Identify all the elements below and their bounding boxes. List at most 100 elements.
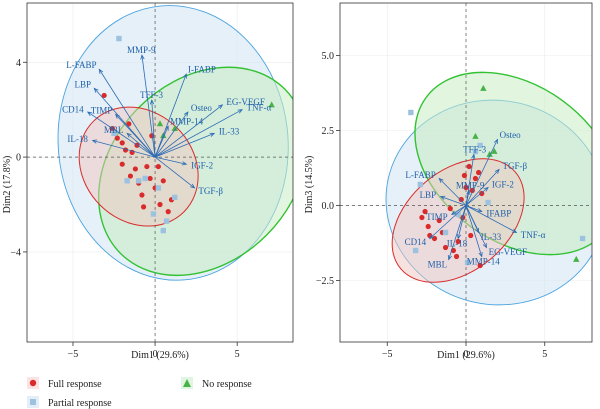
variable-arrow-head — [478, 251, 483, 258]
data-point-full-response — [119, 161, 125, 167]
data-point-full-response — [422, 208, 428, 215]
variable-label: Osteo — [191, 103, 212, 113]
variable-arrow — [429, 205, 467, 239]
data-point-full-response — [144, 163, 150, 170]
variable-label: TIMP — [91, 106, 113, 116]
variable-label: MMP-9 — [127, 45, 156, 55]
variable-arrow-head — [482, 242, 487, 249]
variable-label: CD14 — [405, 237, 427, 247]
confidence-ellipse-full-response — [78, 106, 199, 227]
biplot-panel-left: MMP-9 L-FABP I-FABP LBP TFF-3 CD14 Osteo EG-VEG… — [2, 2, 294, 361]
plot-area: Osteo TFF-3 TGF-β L-FABP MMP-9 IGF-2 LBP IFABP T… — [340, 3, 592, 342]
data-point-full-response — [119, 140, 125, 146]
variable-label: MMP-14 — [467, 256, 501, 266]
variable-arrow — [465, 205, 487, 248]
variable-label: IL-33 — [219, 127, 240, 137]
variable-label: IFABP — [486, 208, 511, 218]
legend-label-partial: Partial response — [48, 398, 112, 409]
data-point-full-response — [461, 172, 468, 179]
variable-arrow-head — [91, 139, 98, 144]
data-point-partial-response — [172, 194, 178, 201]
data-point-partial-response — [408, 109, 414, 116]
variable-arrow-head — [86, 111, 93, 117]
variable-arrow — [154, 104, 223, 158]
variable-arrow-head — [429, 234, 435, 240]
legend-label-full: Full response — [48, 379, 102, 390]
data-point-partial-response — [579, 235, 586, 242]
data-point-full-response — [140, 204, 147, 210]
data-point-full-response — [479, 190, 485, 197]
data-point-no-response — [573, 255, 580, 262]
data-point-partial-response — [485, 199, 491, 206]
data-point-full-response — [165, 209, 171, 215]
data-point-full-response — [114, 135, 120, 141]
variable-arrow — [126, 133, 156, 158]
data-point-partial-response — [477, 142, 483, 149]
variable-label: MBL — [428, 259, 448, 269]
variable-arrow-head — [511, 228, 518, 233]
legend: Full response Partial response No respon… — [27, 377, 252, 409]
variable-arrow — [154, 109, 243, 158]
variable-arrow — [438, 178, 467, 206]
variable-label: TNF-α — [246, 102, 271, 112]
variable-arrow — [92, 140, 156, 158]
variable-label: CD14 — [62, 104, 84, 114]
data-point-partial-response — [155, 185, 162, 191]
variable-arrow — [440, 196, 467, 206]
variable-arrow-head — [450, 210, 457, 216]
data-point-full-response — [431, 235, 438, 242]
variable-arrow-head — [114, 113, 120, 119]
variable-label: MMP-14 — [170, 117, 204, 127]
data-point-no-response — [472, 132, 479, 139]
variable-arrow — [154, 133, 215, 158]
data-point-full-response — [147, 175, 153, 182]
y-tick-label: 5.0 — [322, 51, 335, 62]
y-tick-label: −4 — [10, 247, 21, 258]
data-point-partial-response — [455, 211, 461, 218]
biplot-panel-right: Osteo TFF-3 TGF-β L-FABP MMP-9 IGF-2 LBP IFABP T… — [304, 2, 593, 361]
confidence-ellipse-full-response — [391, 158, 525, 283]
variable-label: TGF-β — [502, 161, 527, 171]
variable-arrow-head — [164, 125, 169, 131]
variable-label: IGF-2 — [492, 179, 514, 189]
y-tick-label: 0 — [16, 153, 21, 164]
x-axis-label: Dim1 (29.6%) — [437, 350, 495, 361]
variable-arrow — [448, 205, 467, 260]
data-point-partial-response — [417, 181, 424, 188]
variable-label: EG-VEGF — [226, 97, 265, 107]
data-point-full-response — [477, 262, 483, 269]
data-point-full-response — [458, 196, 464, 203]
variable-arrow-head — [466, 189, 471, 195]
data-point-full-response — [476, 169, 482, 176]
plot-area: MMP-9 L-FABP I-FABP LBP TFF-3 CD14 Osteo EG-VEG… — [27, 3, 293, 342]
x-tick-label: 0 — [464, 349, 469, 360]
y-axis-label: Dim2 (17.8%) — [2, 156, 13, 214]
variable-arrow — [154, 156, 187, 165]
variable-label: LBP — [74, 80, 91, 90]
variable-arrow — [465, 154, 475, 206]
variable-label: L-FABP — [66, 60, 96, 70]
data-point-full-response — [419, 214, 425, 221]
data-point-full-response — [127, 173, 134, 179]
variable-arrow-head — [140, 54, 145, 60]
variable-label: TGF-β — [198, 186, 223, 196]
data-point-partial-response — [472, 148, 479, 155]
variable-arrow — [151, 100, 156, 158]
data-point-full-response — [101, 92, 107, 99]
data-point-no-response — [268, 101, 275, 108]
y-tick-label: −2.5 — [316, 276, 334, 287]
variable-label: IL-33 — [481, 232, 502, 242]
data-point-full-response — [157, 201, 163, 208]
variable-arrow — [465, 139, 498, 206]
data-point-full-response — [453, 253, 460, 260]
variable-arrow-head — [471, 153, 476, 159]
data-point-full-response — [455, 238, 461, 245]
variable-arrow — [465, 187, 489, 206]
data-point-no-response — [156, 120, 164, 127]
data-point-full-response — [447, 205, 453, 212]
variable-arrow — [465, 190, 470, 206]
data-point-no-response — [480, 84, 487, 91]
variable-arrow — [154, 73, 187, 158]
variable-arrow-head — [209, 132, 216, 137]
